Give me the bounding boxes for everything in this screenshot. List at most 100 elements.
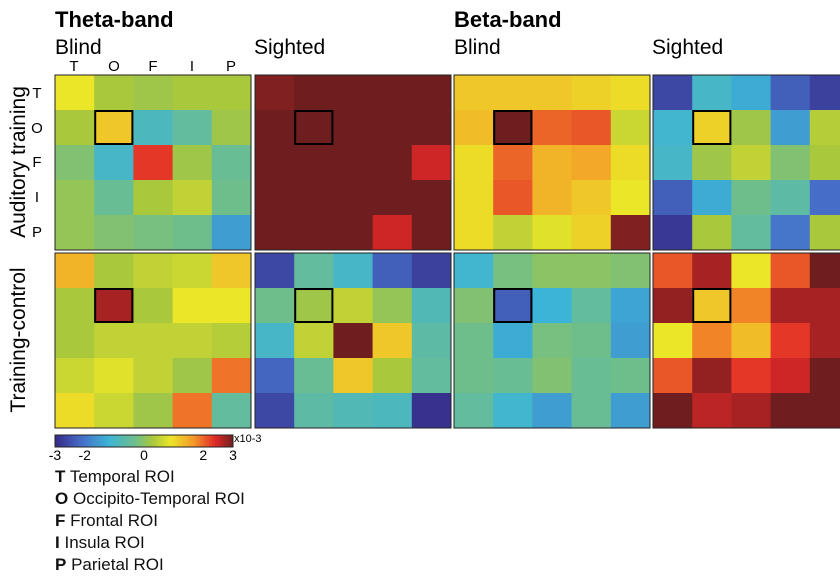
heatmap-cell-F-T bbox=[454, 145, 494, 180]
heatmap-panels bbox=[55, 75, 840, 428]
colorbar-segment bbox=[209, 435, 212, 447]
colorbar-segment bbox=[144, 435, 147, 447]
heatmap-cell-T-P bbox=[611, 253, 651, 288]
roi-legend: T Temporal ROI O Occipito-Temporal ROI F… bbox=[55, 466, 245, 576]
heatmap-cell-F-I bbox=[173, 145, 213, 180]
colorbar-segment bbox=[88, 435, 91, 447]
heatmap-cell-O-O bbox=[692, 110, 732, 145]
heatmap-cell-I-F bbox=[133, 358, 173, 393]
heatmap-cell-I-F bbox=[133, 180, 173, 215]
colorbar-tick-label: 3 bbox=[229, 447, 237, 463]
heatmap-cell-O-P bbox=[212, 110, 252, 145]
colorbar-segment bbox=[162, 435, 165, 447]
colorbar-segment bbox=[180, 435, 183, 447]
heatmap-cell-T-F bbox=[731, 75, 771, 110]
heatmap-cell-O-T bbox=[55, 288, 95, 323]
colorbar-segment bbox=[94, 435, 97, 447]
heatmap-cell-P-T bbox=[653, 215, 693, 250]
colorbar-segment bbox=[212, 435, 215, 447]
heatmap-cell-P-F bbox=[333, 393, 373, 428]
heatmap-cell-F-F bbox=[731, 323, 771, 358]
colorbar-segment bbox=[135, 435, 138, 447]
heatmap-cell-P-O bbox=[294, 393, 334, 428]
heatmap-cell-I-T bbox=[255, 180, 295, 215]
heatmap-cell-P-O bbox=[294, 215, 334, 250]
condition-title-beta-sighted: Sighted bbox=[652, 36, 723, 59]
heatmap-cell-O-I bbox=[771, 288, 811, 323]
heatmap-cell-F-T bbox=[653, 145, 693, 180]
panel-theta-band-blind-training-control bbox=[55, 253, 251, 428]
panel-beta-band-sighted-training-control bbox=[653, 253, 840, 428]
heatmap-cell-P-T bbox=[454, 215, 494, 250]
colorbar-segment bbox=[97, 435, 100, 447]
colorbar-segment bbox=[64, 435, 67, 447]
colorbar-segment bbox=[117, 435, 120, 447]
colorbar-segment bbox=[105, 435, 108, 447]
heatmap-cell-P-P bbox=[611, 215, 651, 250]
heatmap-cell-P-T bbox=[55, 393, 95, 428]
heatmap-cell-F-I bbox=[373, 145, 413, 180]
heatmap-cell-T-F bbox=[532, 253, 572, 288]
heatmap-cell-O-T bbox=[454, 110, 494, 145]
heatmap-cell-P-I bbox=[373, 393, 413, 428]
beta-band-title: Beta-band bbox=[454, 7, 562, 32]
panel-theta-band-blind-auditory-training bbox=[55, 75, 251, 250]
colorbar-segment bbox=[61, 435, 64, 447]
heatmap-cell-O-O bbox=[692, 288, 732, 323]
colorbar-segment bbox=[218, 435, 221, 447]
colorbar-segment bbox=[102, 435, 105, 447]
colorbar-segment bbox=[58, 435, 61, 447]
heatmap-cell-T-I bbox=[173, 253, 213, 288]
heatmap-cell-P-T bbox=[653, 393, 693, 428]
heatmap-cell-F-I bbox=[771, 145, 811, 180]
heatmap-cell-T-T bbox=[255, 75, 295, 110]
heatmap-cell-T-P bbox=[412, 253, 452, 288]
heatmap-cell-I-I bbox=[373, 180, 413, 215]
colorbar-segment bbox=[100, 435, 103, 447]
colorbar-segment bbox=[186, 435, 189, 447]
heatmap-cell-O-O bbox=[294, 288, 334, 323]
heatmap-cell-I-P bbox=[212, 180, 252, 215]
heatmap-cell-F-P bbox=[611, 323, 651, 358]
heatmap-cell-I-O bbox=[94, 180, 134, 215]
heatmap-cell-F-P bbox=[810, 323, 840, 358]
colorbar-segment bbox=[129, 435, 132, 447]
legend-item-parietal: P Parietal ROI bbox=[55, 554, 245, 576]
heatmap-cell-I-I bbox=[173, 180, 213, 215]
panel-beta-band-sighted-auditory-training bbox=[653, 75, 840, 250]
heatmap-cell-T-P bbox=[212, 253, 252, 288]
colorbar-gradient bbox=[55, 435, 233, 447]
heatmap-cell-T-P bbox=[810, 253, 840, 288]
legend-key: P bbox=[55, 555, 66, 574]
column-tick-labels: T O F I P bbox=[69, 58, 236, 75]
panel-theta-band-sighted-training-control bbox=[255, 253, 451, 428]
colorbar-segment bbox=[215, 435, 218, 447]
colorbar-segment bbox=[197, 435, 200, 447]
colorbar-tick-label: 2 bbox=[199, 447, 207, 463]
heatmap-cell-F-I bbox=[771, 323, 811, 358]
heatmap-cell-T-O bbox=[94, 75, 134, 110]
heatmap-cell-P-P bbox=[611, 393, 651, 428]
legend-item-temporal: T Temporal ROI bbox=[55, 466, 245, 488]
heatmap-cell-I-T bbox=[454, 358, 494, 393]
heatmap-cell-O-F bbox=[731, 110, 771, 145]
colorbar-segment bbox=[138, 435, 141, 447]
col-tick-F: F bbox=[148, 58, 157, 75]
heatmap-cell-O-F bbox=[133, 110, 173, 145]
heatmap-cell-O-O bbox=[493, 288, 533, 323]
heatmap-cell-T-O bbox=[493, 75, 533, 110]
heatmap-cell-T-O bbox=[294, 75, 334, 110]
colorbar-segment bbox=[108, 435, 111, 447]
colorbar-segment bbox=[120, 435, 123, 447]
colorbar-segment bbox=[165, 435, 168, 447]
heatmap-cell-F-O bbox=[493, 145, 533, 180]
heatmap-cell-O-I bbox=[373, 288, 413, 323]
heatmap-cell-T-O bbox=[94, 253, 134, 288]
heatmap-cell-P-T bbox=[55, 215, 95, 250]
heatmap-cell-P-F bbox=[532, 215, 572, 250]
col-tick-O: O bbox=[108, 58, 120, 75]
heatmap-cell-P-O bbox=[493, 393, 533, 428]
theta-band-title: Theta-band bbox=[55, 7, 174, 32]
colorbar-segment bbox=[91, 435, 94, 447]
colorbar-segment bbox=[123, 435, 126, 447]
